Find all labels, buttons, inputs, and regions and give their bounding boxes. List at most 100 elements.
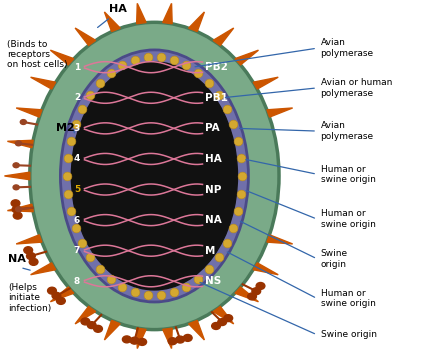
Text: NA: NA [8, 254, 26, 264]
Text: 8: 8 [74, 277, 80, 286]
Circle shape [130, 337, 139, 344]
Polygon shape [16, 235, 42, 244]
Text: NP: NP [205, 184, 221, 195]
Point [96, 266, 103, 272]
Text: PB2: PB2 [205, 62, 227, 72]
Point [183, 284, 190, 290]
Text: Swine
origin: Swine origin [321, 249, 348, 268]
Circle shape [168, 338, 177, 345]
Circle shape [218, 318, 227, 326]
Polygon shape [213, 307, 234, 324]
Point [64, 191, 71, 196]
Circle shape [138, 338, 147, 345]
Polygon shape [31, 263, 55, 275]
Text: Avian
polymerase: Avian polymerase [321, 121, 374, 141]
Polygon shape [50, 287, 74, 302]
Polygon shape [7, 204, 33, 212]
Point [205, 80, 213, 86]
Circle shape [212, 323, 220, 329]
Point [96, 80, 103, 86]
Point [183, 62, 190, 68]
Text: 5: 5 [74, 185, 80, 194]
Circle shape [13, 163, 19, 168]
Ellipse shape [60, 50, 249, 302]
Polygon shape [189, 320, 205, 340]
Text: 4: 4 [74, 154, 80, 163]
Polygon shape [50, 50, 74, 65]
Text: Avian
polymerase: Avian polymerase [321, 38, 374, 58]
Point [215, 254, 222, 260]
Point [223, 240, 230, 246]
Polygon shape [253, 77, 278, 89]
Circle shape [29, 258, 38, 265]
Polygon shape [189, 12, 205, 32]
Text: M2: M2 [56, 122, 75, 133]
Circle shape [252, 288, 260, 295]
Polygon shape [235, 287, 258, 302]
Circle shape [176, 336, 184, 343]
Text: M: M [205, 246, 215, 256]
Text: Swine origin: Swine origin [321, 330, 377, 339]
Text: 3: 3 [74, 124, 80, 133]
Text: (Binds to
receptors
on host cells): (Binds to receptors on host cells) [7, 40, 67, 69]
Circle shape [26, 253, 35, 259]
Point [230, 225, 237, 230]
Polygon shape [137, 328, 146, 349]
Circle shape [15, 141, 22, 146]
Polygon shape [7, 140, 33, 148]
Circle shape [87, 322, 96, 329]
Point [158, 292, 165, 298]
Point [235, 208, 242, 214]
Point [63, 173, 70, 179]
Polygon shape [163, 328, 172, 349]
Circle shape [12, 206, 21, 213]
Text: Human or
swine origin: Human or swine origin [321, 209, 375, 229]
Ellipse shape [30, 22, 279, 330]
Point [87, 254, 94, 260]
Text: 2: 2 [74, 93, 80, 102]
Polygon shape [253, 263, 278, 275]
Text: 7: 7 [74, 246, 80, 255]
Polygon shape [75, 307, 95, 324]
Polygon shape [75, 28, 95, 46]
Text: Avian or human
polymerase: Avian or human polymerase [321, 78, 392, 98]
Point [132, 289, 139, 295]
Text: Human or
swine origin: Human or swine origin [321, 164, 375, 184]
Polygon shape [31, 77, 55, 89]
Circle shape [94, 326, 103, 332]
Point [235, 138, 242, 144]
Text: Human or
swine origin: Human or swine origin [321, 289, 375, 308]
Polygon shape [4, 172, 30, 180]
Point [87, 92, 94, 98]
Point [194, 276, 202, 282]
Ellipse shape [71, 62, 238, 290]
Point [132, 57, 139, 63]
Point [237, 191, 244, 196]
Point [223, 106, 230, 112]
Circle shape [15, 207, 22, 212]
Circle shape [52, 292, 61, 299]
Polygon shape [137, 4, 146, 24]
Point [72, 225, 79, 230]
Point [72, 121, 79, 127]
Circle shape [81, 318, 90, 325]
Text: PB1: PB1 [205, 93, 227, 103]
Point [170, 57, 177, 63]
Point [67, 138, 74, 144]
Text: PA: PA [205, 123, 219, 133]
Polygon shape [213, 28, 234, 46]
Text: NA: NA [205, 215, 221, 225]
Point [144, 292, 151, 298]
Circle shape [248, 293, 257, 300]
Polygon shape [267, 108, 293, 117]
Circle shape [48, 287, 56, 294]
Text: HA: HA [109, 4, 126, 14]
Point [194, 70, 202, 76]
Point [144, 54, 151, 60]
Point [237, 155, 244, 161]
Point [79, 240, 86, 246]
Point [158, 54, 165, 60]
Circle shape [56, 298, 65, 304]
Point [119, 284, 126, 290]
Text: 6: 6 [74, 216, 80, 225]
